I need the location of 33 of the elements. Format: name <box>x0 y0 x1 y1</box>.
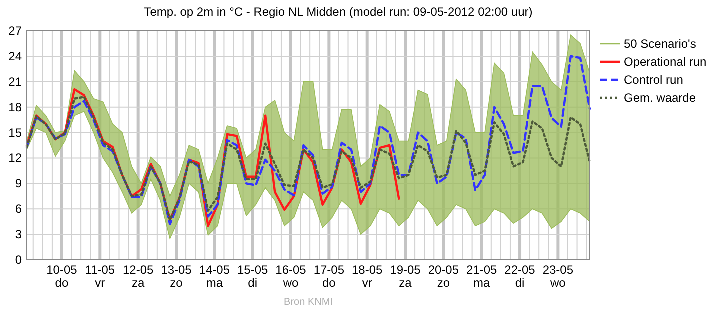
y-tick-label: 9 <box>15 176 22 191</box>
x-tick-label: 19-05 za <box>390 263 422 290</box>
y-tick-label: 12 <box>8 151 22 166</box>
x-tick-label: 21-05 ma <box>466 263 498 290</box>
x-tick-label: 10-05 do <box>46 263 78 290</box>
y-tick-label: 3 <box>15 228 22 242</box>
x-tick-label: 16-05 wo <box>276 263 307 290</box>
legend-label: 50 Scenario's <box>624 37 696 51</box>
line-series <box>26 96 592 222</box>
y-tick-label: 15 <box>8 126 22 140</box>
x-tick-label: 20-05 zo <box>428 263 460 290</box>
line-series <box>26 88 400 228</box>
x-tick-label: 18-05 vr <box>352 263 384 290</box>
x-tick-label: 11-05 vr <box>85 263 116 290</box>
x-tick-label: 15-05 di <box>237 263 268 290</box>
legend-label: Control run <box>624 73 684 87</box>
y-tick-label: 27 <box>8 24 22 38</box>
x-tick-label: 17-05 do <box>314 263 345 290</box>
chart-title: Temp. op 2m in °C - Regio NL Midden (model run: 09-05-2012 02:00 uur) <box>144 5 533 19</box>
x-tick-label: 22-05 di <box>504 263 536 290</box>
x-tick-label: 13-05 zo <box>161 263 192 290</box>
x-tick-label: 14-05 ma <box>199 263 230 290</box>
y-tick-label: 21 <box>8 74 22 89</box>
text: Bron KNMI <box>284 297 333 308</box>
line-series <box>26 55 592 226</box>
y-tick-label: 6 <box>15 202 22 216</box>
y-tick-label: 0 <box>15 253 22 267</box>
legend-label: Operational run <box>624 55 707 69</box>
x-tick-label: 12-05 za <box>122 263 154 290</box>
legend-label: Gem. waarde <box>624 91 696 105</box>
x-tick-label: 23-05 wo <box>542 263 574 290</box>
y-tick-label: 18 <box>8 100 22 114</box>
y-tick-label: 24 <box>8 49 22 64</box>
